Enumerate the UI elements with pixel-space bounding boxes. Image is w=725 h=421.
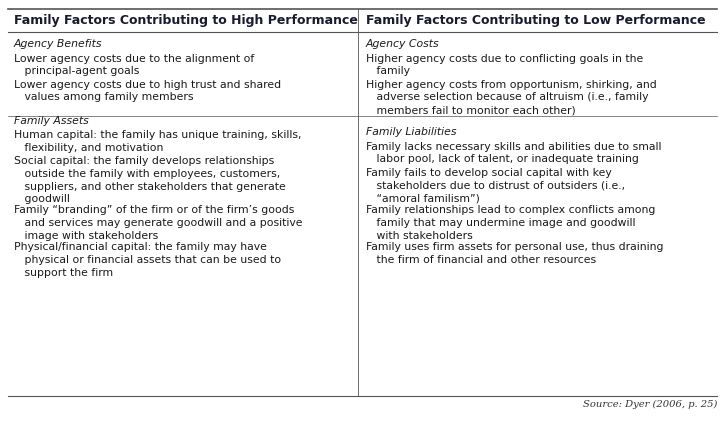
Text: Agency Costs: Agency Costs <box>366 39 439 49</box>
Text: Human capital: the family has unique training, skills,
   flexibility, and motiv: Human capital: the family has unique tra… <box>14 130 302 153</box>
Text: Family fails to develop social capital with key
   stakeholders due to distrust : Family fails to develop social capital w… <box>366 168 625 203</box>
Text: Family uses firm assets for personal use, thus draining
   the firm of financial: Family uses firm assets for personal use… <box>366 242 663 265</box>
Text: Family Factors Contributing to High Performance: Family Factors Contributing to High Perf… <box>14 14 358 27</box>
Text: Family Factors Contributing to Low Performance: Family Factors Contributing to Low Perfo… <box>366 14 705 27</box>
Text: Higher agency costs due to conflicting goals in the
   family: Higher agency costs due to conflicting g… <box>366 53 643 76</box>
Text: Lower agency costs due to high trust and shared
   values among family members: Lower agency costs due to high trust and… <box>14 80 281 102</box>
Text: Source: Dyer (2006, p. 25): Source: Dyer (2006, p. 25) <box>583 400 717 409</box>
Text: Family Assets: Family Assets <box>14 115 88 125</box>
Text: Agency Benefits: Agency Benefits <box>14 39 102 49</box>
Text: Family lacks necessary skills and abilities due to small
   labor pool, lack of : Family lacks necessary skills and abilit… <box>366 141 661 164</box>
Text: Lower agency costs due to the alignment of
   principal-agent goals: Lower agency costs due to the alignment … <box>14 53 254 76</box>
Text: Family Liabilities: Family Liabilities <box>366 127 457 137</box>
Text: Higher agency costs from opportunism, shirking, and
   adverse selection because: Higher agency costs from opportunism, sh… <box>366 80 657 115</box>
Text: Family relationships lead to complex conflicts among
   family that may undermin: Family relationships lead to complex con… <box>366 205 655 240</box>
Text: Physical/financial capital: the family may have
   physical or financial assets : Physical/financial capital: the family m… <box>14 242 281 278</box>
Text: Social capital: the family develops relationships
   outside the family with emp: Social capital: the family develops rela… <box>14 156 286 205</box>
Text: Family “branding” of the firm or of the firm’s goods
   and services may generat: Family “branding” of the firm or of the … <box>14 205 302 240</box>
